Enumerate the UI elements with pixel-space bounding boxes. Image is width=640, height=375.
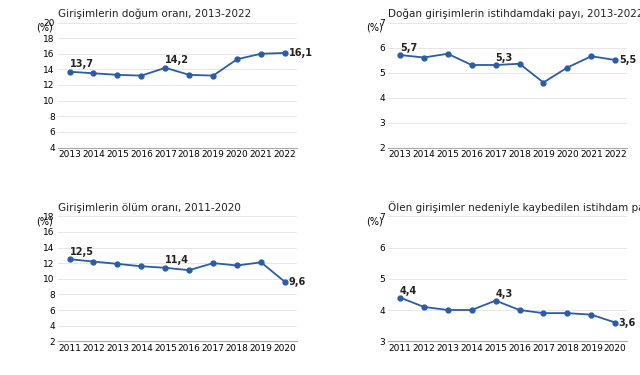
Text: 16,1: 16,1 xyxy=(289,48,312,58)
Text: 5,5: 5,5 xyxy=(619,55,636,65)
Text: (%): (%) xyxy=(36,216,53,226)
Text: 9,6: 9,6 xyxy=(289,277,306,287)
Text: 5,7: 5,7 xyxy=(400,43,417,53)
Text: Doğan girişimlerin istihdamdaki payı, 2013-2022: Doğan girişimlerin istihdamdaki payı, 20… xyxy=(388,9,640,19)
Text: 14,2: 14,2 xyxy=(165,56,189,66)
Text: (%): (%) xyxy=(366,216,383,226)
Text: 4,4: 4,4 xyxy=(400,286,417,296)
Text: 5,3: 5,3 xyxy=(495,53,513,63)
Text: 3,6: 3,6 xyxy=(619,318,636,327)
Text: (%): (%) xyxy=(366,22,383,33)
Text: Ölen girişimler nedeniyle kaybedilen istihdam payı, 2011-2020: Ölen girişimler nedeniyle kaybedilen ist… xyxy=(388,201,640,213)
Text: 13,7: 13,7 xyxy=(70,59,93,69)
Text: 4,3: 4,3 xyxy=(495,289,513,299)
Text: 11,4: 11,4 xyxy=(165,255,189,266)
Text: (%): (%) xyxy=(36,22,53,33)
Text: Girişimlerin ölüm oranı, 2011-2020: Girişimlerin ölüm oranı, 2011-2020 xyxy=(58,203,241,213)
Text: 12,5: 12,5 xyxy=(70,247,93,257)
Text: Girişimlerin doğum oranı, 2013-2022: Girişimlerin doğum oranı, 2013-2022 xyxy=(58,9,251,19)
